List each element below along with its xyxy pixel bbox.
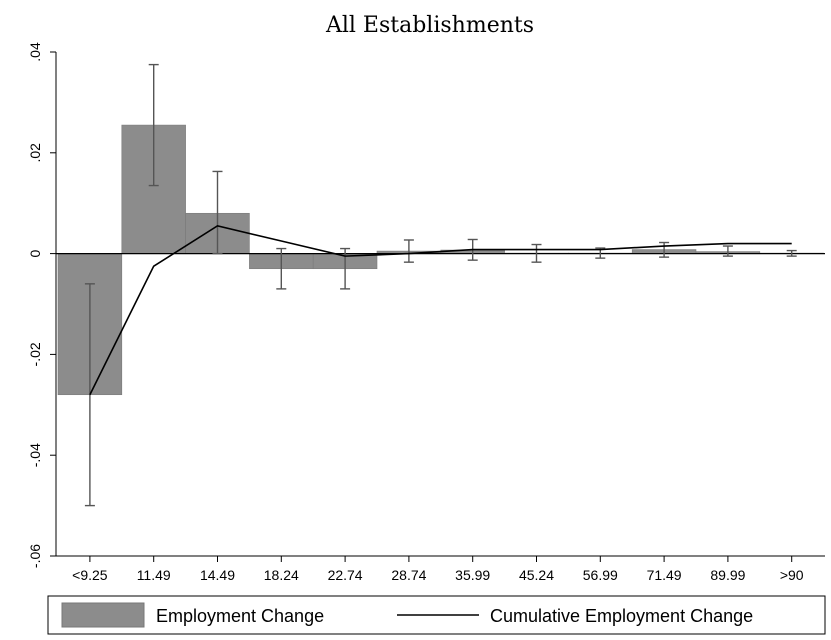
- y-tick-label: .02: [27, 143, 43, 163]
- x-tick-label: 71.49: [647, 567, 682, 583]
- plot-area: -.06 -.04 -.02 0 .02 .04 <9.25 11.49 14.49 18.24 2…: [27, 42, 825, 583]
- y-tick-label: 0: [27, 249, 43, 257]
- y-tick-label: .04: [27, 42, 43, 62]
- line-cumulative-employment-change: [89, 225, 792, 396]
- x-tick-label: >90: [780, 567, 804, 583]
- legend-label-cumulative-employment-change: Cumulative Employment Change: [490, 606, 753, 626]
- x-tick-label: 89.99: [710, 567, 745, 583]
- legend-swatch-employment-change: [61, 602, 145, 628]
- legend-label-employment-change: Employment Change: [156, 606, 324, 626]
- x-tick-label: 22.74: [328, 567, 363, 583]
- x-tick-label: 45.24: [519, 567, 554, 583]
- x-tick-label: 14.49: [200, 567, 235, 583]
- x-tick-label: 11.49: [137, 567, 171, 583]
- x-tick-label: 28.74: [391, 567, 426, 583]
- x-tick-label: 18.24: [264, 567, 299, 583]
- x-tick-label: <9.25: [72, 567, 108, 583]
- y-tick-label: -.02: [27, 342, 43, 366]
- legend: Employment Change Cumulative Employment …: [47, 595, 826, 635]
- x-tick-label: 56.99: [583, 567, 618, 583]
- x-tick-label: 35.99: [455, 567, 490, 583]
- y-tick-label: -.06: [27, 544, 43, 568]
- y-tick-label: -.04: [27, 443, 43, 467]
- chart-title: All Establishments: [325, 13, 534, 38]
